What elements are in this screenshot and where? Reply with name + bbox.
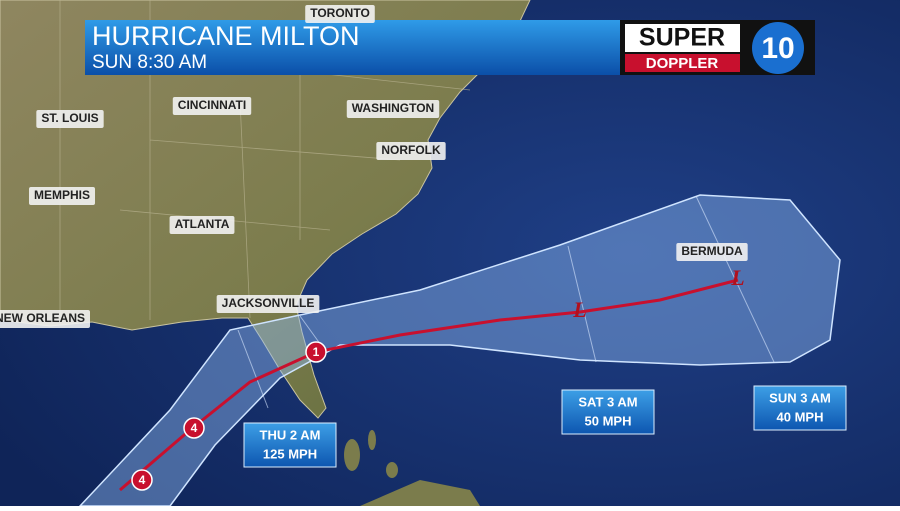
city-label: JACKSONVILLE [222,296,315,310]
storm-category: 4 [191,421,198,435]
timestamp: SUN 8:30 AM [92,52,207,73]
low-marker: L [572,297,586,322]
forecast-time: THU 2 AM [260,427,321,442]
track-line [119,278,739,492]
logo-bottom: DOPPLER [646,55,719,72]
title-bar [85,20,620,75]
city-label-bg [676,243,748,261]
city-label-bg [0,310,90,328]
storm-category: 1 [313,345,320,359]
forecast-box [243,422,337,468]
city-label-bg [172,97,252,115]
storm-icon [183,417,205,439]
city-label-bg [28,187,96,205]
city-label: WASHINGTON [352,101,434,115]
city-label: BERMUDA [681,244,743,258]
storm-icon [131,469,153,491]
forecast-box [561,389,655,435]
city-label: CINCINNATI [178,98,246,112]
city-label: NEW ORLEANS [0,311,85,325]
forecast-time: SAT 3 AM [578,394,637,409]
forecast-wind: 50 MPH [585,413,632,428]
city-label: NORFOLK [381,143,441,157]
storm-category: 4 [139,473,146,487]
low-marker: L [730,265,744,290]
forecast-wind: 125 MPH [263,446,317,461]
forecast-cone [78,194,841,507]
islands [344,430,480,506]
city-label: ATLANTA [175,217,230,231]
city-label-bg [36,110,104,128]
city-label-bg [346,100,440,118]
city-label: MEMPHIS [34,188,90,202]
city-label: ST. LOUIS [41,111,98,125]
storm-icon [305,341,327,363]
cone-dividers [237,195,775,409]
city-label-bg [376,142,446,160]
city-label: TORONTO [310,6,370,20]
city-label-bg [305,5,375,23]
city-label-bg [169,216,235,234]
logo-channel: 10 [761,32,794,65]
forecast-wind: 40 MPH [777,409,824,424]
forecast-box [753,385,847,431]
logo: SUPER DOPPLER 10 [620,20,815,75]
city-label-bg [216,295,320,313]
title: HURRICANE MILTON [92,21,360,51]
logo-top: SUPER [639,24,725,52]
forecast-time: SUN 3 AM [769,390,831,405]
